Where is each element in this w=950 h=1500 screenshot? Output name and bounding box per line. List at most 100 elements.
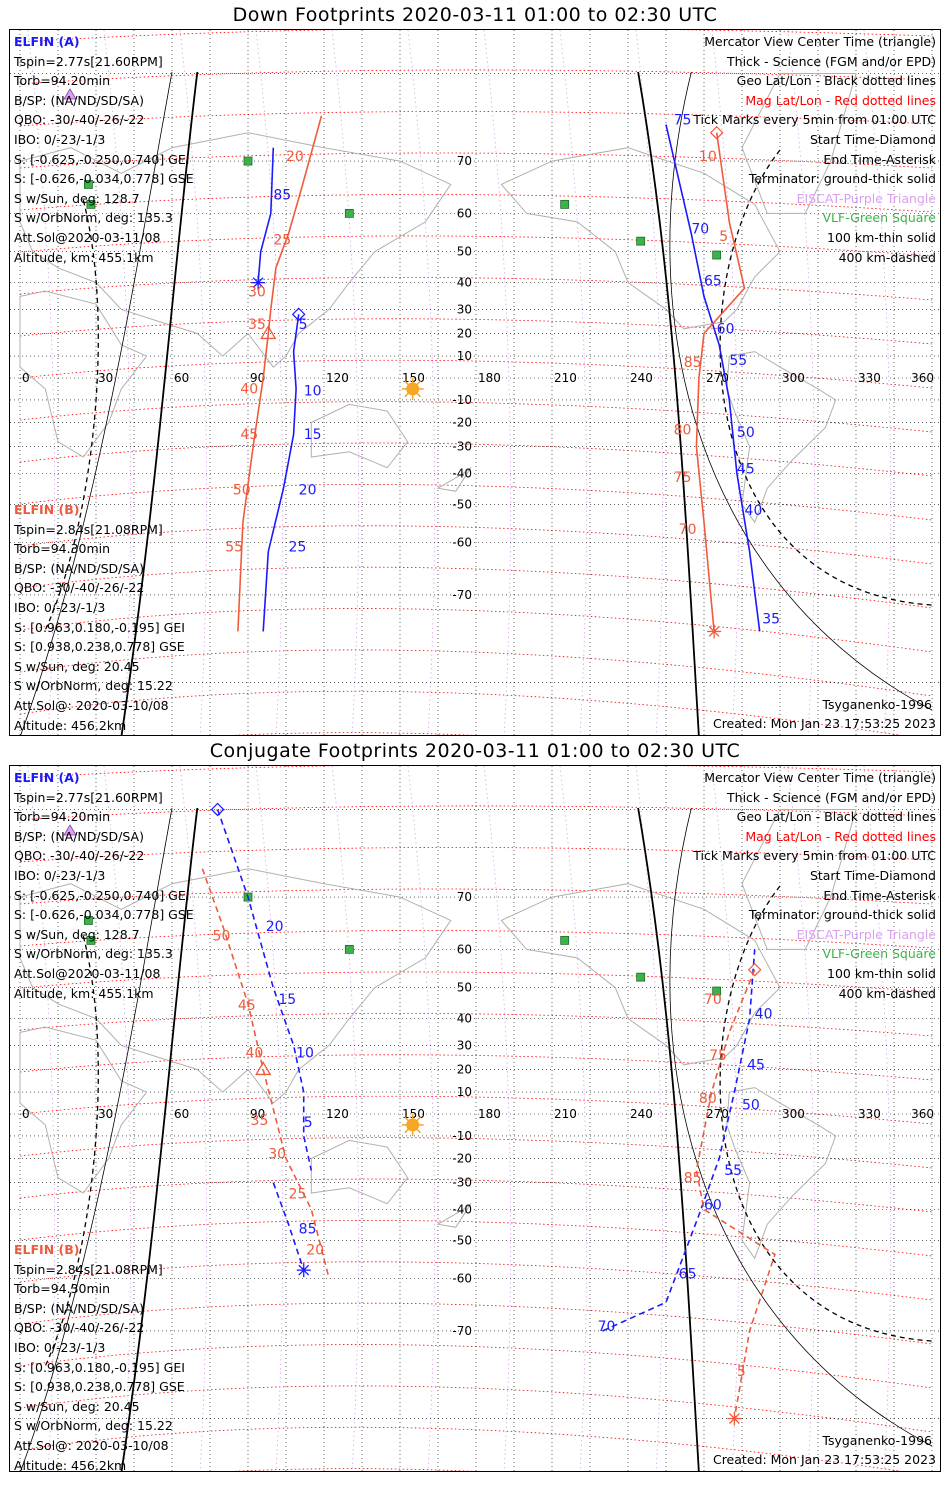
vlf-station-marker (243, 156, 253, 166)
eiscat-triangle-marker (63, 88, 77, 100)
track-time-label: 70 (704, 992, 722, 1008)
elfin-b-info: ELFIN (B) Tspin=2.84s[21.08RPM] Torb=94.3… (14, 1240, 185, 1471)
sun-ray (416, 1116, 421, 1122)
track-time-label: 25 (273, 233, 291, 249)
track-time-label: 5 (304, 1115, 313, 1131)
info-line: Altitude: 456.2km (14, 717, 127, 733)
elfin-a-info: ELFIN (A) Tspin=2.77s[21.60RPM] Torb=94.2… (14, 768, 194, 1003)
legend-item: Mercator View Center Time (triangle) (704, 770, 936, 785)
lon-tick-label: 180 (478, 371, 501, 385)
sun-ray (416, 1128, 421, 1134)
legend-item: Terminator: ground-thick solid (748, 171, 936, 187)
info-line: Altitude, km: 455.1km (14, 985, 154, 1001)
vlf-station-marker (86, 199, 96, 209)
end-asterisk-marker (251, 275, 266, 290)
track-time-label: 15 (304, 427, 322, 443)
info-line: Tspin=2.77s[21.60RPM] (14, 53, 163, 69)
legend-item: 100 km-thin solid (827, 229, 936, 245)
info-line: Tspin=2.84s[21.08RPM] (14, 521, 163, 537)
lon-tick-label: 360 (911, 1107, 934, 1121)
lon-tick-label: 120 (326, 1107, 349, 1121)
mag-lon-line (863, 766, 892, 1471)
sun-disc (406, 1118, 420, 1132)
track-time-label: 40 (245, 1046, 263, 1062)
mag-lat-line (19, 847, 933, 863)
vlf-station-marker (84, 180, 93, 189)
vlf-station-marker (84, 916, 93, 925)
info-line: S w/Sun, deg: 20.45 (14, 658, 140, 674)
map-panel-conjugate: 0 30 60 90 120 150 180 210 240 270 300 330 360 70 60 50… (9, 765, 941, 1472)
lat-tick-label: 60 (457, 942, 472, 956)
info-line: QBO: -30/-40/-26/-22 (14, 1320, 145, 1336)
lat-tick-label: -50 (452, 497, 472, 511)
track-time-label: 85 (299, 1222, 317, 1238)
lat-tick-label: -60 (452, 536, 472, 550)
info-line: S w/OrbNorm, deg: 15.22 (14, 678, 173, 694)
mag-grid (19, 766, 933, 1471)
track-time-label: 10 (304, 384, 322, 400)
info-line: Att.Sol@2020-03-11/08 (14, 965, 161, 981)
track-time-label: 85 (684, 1171, 702, 1187)
geo-grid (10, 766, 940, 1471)
coastline (500, 147, 781, 330)
track-time-label: 30 (268, 1147, 286, 1163)
footprint-track (602, 949, 756, 1332)
vlf-station-marker (560, 199, 570, 209)
lat-tick-label: 30 (457, 302, 472, 316)
lat-tick-label: 20 (457, 326, 472, 340)
track-time-label: 70 (598, 1319, 616, 1335)
track-time-label: 70 (691, 222, 709, 238)
tick-labels: 0 30 60 90 120 150 180 210 240 270 300 330 360706050… (22, 154, 934, 602)
info-line: QBO: -30/-40/-26/-22 (14, 580, 145, 596)
track-time-label: 45 (737, 461, 755, 477)
info-line: IBO: 0/-23/-1/3 (14, 131, 106, 147)
mag-grid (19, 30, 933, 735)
footprint-track (695, 132, 746, 632)
track-time-label: 15 (278, 992, 296, 1008)
track-time-label: 5 (299, 317, 308, 333)
elfin-a-info: ELFIN (A) Tspin=2.77s[21.60RPM] Torb=94.2… (14, 32, 194, 267)
legend-item: EISCAT-Purple Triangle (796, 926, 936, 942)
map-canvas: 0 30 60 90 120 150 180 210 240 270 300 330 360706050… (10, 30, 940, 735)
mag-lon-line (559, 766, 588, 1471)
legend-item: Start Time-Diamond (809, 131, 936, 147)
track-time-label: 55 (729, 353, 747, 369)
coastline (436, 1203, 472, 1228)
mag-lon-line (863, 30, 892, 735)
panel-title: Down Footprints 2020-03-11 01:00 to 02:3… (232, 4, 718, 26)
legend: Mercator View Center Time (triangle) Thic… (693, 32, 936, 267)
track-time-label: 85 (273, 188, 291, 204)
info-line: S: [0.963,0.180,-0.195] GEI (14, 1359, 185, 1375)
track-time-label: 50 (737, 425, 755, 441)
track-time-label: 20 (299, 482, 317, 498)
start-diamond-marker (210, 802, 225, 817)
track-time-label: 60 (704, 1197, 722, 1213)
footprint-track (272, 1182, 305, 1271)
info-line: Tspin=2.77s[21.60RPM] (14, 789, 163, 805)
elfin-b-header: ELFIN (B) (14, 1242, 80, 1257)
lon-tick-label: 120 (326, 371, 349, 385)
track-time-label: 5 (719, 229, 728, 245)
coastline (19, 1026, 148, 1194)
legend-item: Mag Lat/Lon - Red dotted lines (745, 828, 936, 844)
lon-tick-label: 90 (250, 1107, 265, 1121)
elfin-a-lines: Tspin=2.77s[21.60RPM] Torb=94.20min B/SP: … (14, 52, 194, 268)
info-line: B/SP: (NA/ND/SD/SA) (14, 1300, 144, 1316)
elfin-a-lines: Tspin=2.77s[21.60RPM] Torb=94.20min B/SP: … (14, 788, 194, 1004)
mag-lat-line (19, 276, 933, 301)
center-triangle-marker (260, 325, 277, 340)
coastline (741, 809, 857, 950)
info-line: Att.Sol@: 2020-03-10/08 (14, 1437, 169, 1453)
mag-lon-line (483, 766, 512, 1471)
mag-lon-line (407, 766, 436, 1471)
terminator-100km (20, 807, 173, 1471)
mag-lat-line (19, 30, 933, 43)
created-label: Created: Mon Jan 23 17:53:25 2023 (712, 1452, 936, 1467)
info-line: IBO: 0/-23/-1/3 (14, 599, 106, 615)
legend-item: Geo Lat/Lon - Black dotted lines (736, 73, 936, 89)
track-time-label: 50 (742, 1098, 760, 1114)
info-line: B/SP: (NA/ND/SD/SA) (14, 560, 144, 576)
lon-tick-label: 0 (22, 1107, 30, 1121)
track-time-label: 45 (747, 1057, 765, 1073)
track-time-label: 70 (679, 522, 697, 538)
